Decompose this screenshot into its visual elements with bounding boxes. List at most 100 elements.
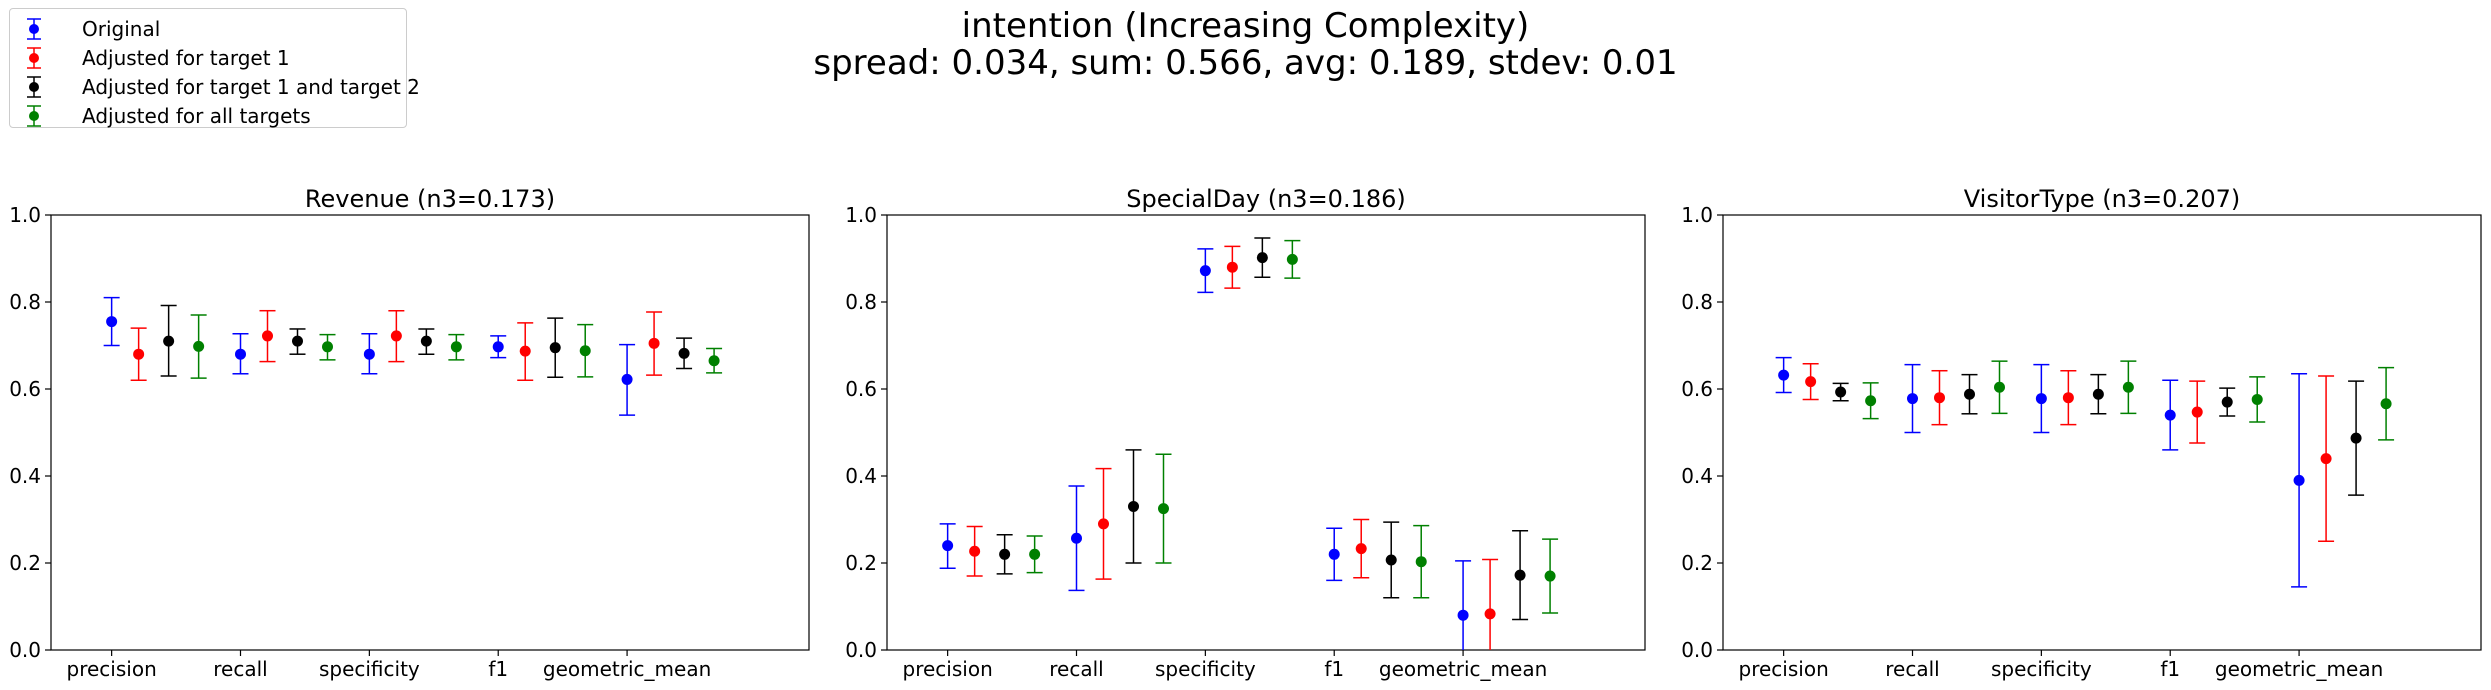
y-tick-label: 0.0 bbox=[9, 638, 41, 662]
x-tick-label: specificity bbox=[1991, 657, 2092, 681]
data-point bbox=[2251, 393, 2263, 405]
y-tick-label: 1.0 bbox=[845, 203, 877, 227]
legend-label-target-1-and-2: Adjusted for target 1 and target 2 bbox=[82, 75, 420, 99]
data-point bbox=[2293, 474, 2305, 486]
y-tick-label: 0.2 bbox=[9, 551, 41, 575]
x-tick-label: specificity bbox=[319, 657, 420, 681]
data-point bbox=[519, 345, 531, 357]
legend-label-all-targets: Adjusted for all targets bbox=[82, 104, 311, 128]
y-tick-label: 0.6 bbox=[1681, 377, 1713, 401]
data-point bbox=[2035, 393, 2047, 405]
data-point bbox=[2191, 406, 2203, 418]
series-group bbox=[103, 296, 723, 416]
data-point bbox=[163, 335, 175, 347]
y-tick-label: 0.6 bbox=[845, 377, 877, 401]
data-point bbox=[1835, 386, 1847, 398]
plot-frame bbox=[886, 214, 1646, 651]
legend-label-original: Original bbox=[82, 17, 161, 41]
data-point bbox=[1457, 609, 1469, 621]
data-point bbox=[549, 342, 561, 354]
data-point bbox=[1778, 369, 1790, 381]
data-point bbox=[1328, 548, 1340, 560]
chart-panel-2: SpecialDay (n3=0.186) 0.0 0.2 0.4 0.6 0.8 1.0 p… bbox=[845, 185, 1646, 681]
y-tick-label: 0.6 bbox=[9, 377, 41, 401]
data-point bbox=[1128, 500, 1139, 512]
data-point bbox=[2350, 432, 2362, 444]
data-point bbox=[2164, 409, 2176, 421]
data-point bbox=[708, 355, 720, 367]
x-tick-label: geometric_mean bbox=[2215, 657, 2383, 681]
y-tick-label: 0.4 bbox=[1681, 464, 1713, 488]
data-point bbox=[1907, 393, 1918, 405]
data-point bbox=[1029, 548, 1041, 560]
y-tick-label: 0.4 bbox=[9, 464, 41, 488]
data-point bbox=[390, 330, 402, 342]
data-point bbox=[1415, 556, 1427, 568]
data-point bbox=[492, 341, 504, 353]
series-group bbox=[1775, 356, 2395, 588]
legend-marker-target-1-and-2 bbox=[27, 76, 41, 98]
y-tick-label: 0.8 bbox=[845, 290, 877, 314]
data-point bbox=[106, 316, 118, 328]
data-point bbox=[1544, 570, 1556, 582]
legend-marker-original bbox=[27, 18, 41, 40]
data-point bbox=[969, 545, 981, 557]
data-point bbox=[1071, 532, 1082, 544]
data-point bbox=[2062, 392, 2074, 404]
x-tick-label: f1 bbox=[2160, 657, 2180, 681]
data-point bbox=[2380, 398, 2392, 410]
suptitle-line-2: spread: 0.034, sum: 0.566, avg: 0.189, s… bbox=[813, 43, 1678, 83]
chart-panel-3: VisitorType (n3=0.207) 0.0 0.2 0.4 0.6 0.8 1.0… bbox=[1681, 185, 2482, 681]
x-tick-label: precision bbox=[67, 657, 157, 681]
data-point bbox=[1256, 252, 1268, 264]
chart-title: VisitorType (n3=0.207) bbox=[1964, 185, 2240, 213]
y-tick-label: 0.2 bbox=[1681, 551, 1713, 575]
data-point bbox=[1385, 554, 1397, 566]
data-point bbox=[1865, 395, 1877, 407]
data-point bbox=[1514, 569, 1526, 581]
data-point bbox=[1199, 265, 1211, 277]
data-point bbox=[322, 341, 333, 353]
y-tick-label: 0.0 bbox=[1681, 638, 1713, 662]
x-tick-label: recall bbox=[213, 657, 267, 681]
x-tick-label: f1 bbox=[1324, 657, 1344, 681]
data-point bbox=[262, 330, 273, 342]
data-point bbox=[579, 345, 591, 357]
data-point bbox=[621, 373, 633, 385]
x-tick-label: recall bbox=[1049, 657, 1103, 681]
data-point bbox=[2221, 396, 2233, 408]
plot-frame bbox=[50, 214, 810, 651]
legend-marker-all-targets bbox=[27, 105, 41, 127]
y-tick-label: 0.8 bbox=[1681, 290, 1713, 314]
data-point bbox=[363, 348, 375, 360]
x-tick-label: f1 bbox=[488, 657, 508, 681]
data-point bbox=[678, 347, 690, 359]
chart-title: SpecialDay (n3=0.186) bbox=[1126, 185, 1406, 213]
data-point bbox=[235, 348, 246, 360]
data-point bbox=[1355, 543, 1367, 555]
y-tick-label: 0.0 bbox=[845, 638, 877, 662]
x-tick-label: precision bbox=[903, 657, 993, 681]
data-point bbox=[648, 337, 660, 349]
series-group bbox=[939, 237, 1559, 650]
x-tick-label: precision bbox=[1739, 657, 1829, 681]
data-point bbox=[450, 341, 462, 353]
plot-frame bbox=[1722, 214, 2482, 651]
data-point bbox=[193, 340, 205, 352]
chart-panel-1: Revenue (n3=0.173) 0.0 0.2 0.4 0.6 0.8 1.0 prec… bbox=[9, 185, 810, 681]
data-point bbox=[420, 335, 432, 347]
y-tick-label: 0.4 bbox=[845, 464, 877, 488]
data-point bbox=[2320, 453, 2332, 465]
legend: Original Adjusted for target 1 Adjusted … bbox=[9, 8, 420, 128]
x-tick-label: recall bbox=[1885, 657, 1939, 681]
data-point bbox=[1994, 381, 2005, 393]
data-point bbox=[1805, 376, 1817, 388]
legend-label-target-1: Adjusted for target 1 bbox=[82, 46, 290, 70]
data-point bbox=[1098, 518, 1109, 530]
legend-item-original: Original bbox=[20, 16, 400, 42]
data-point bbox=[292, 335, 303, 347]
data-point bbox=[1484, 608, 1496, 620]
data-point bbox=[1286, 253, 1298, 265]
data-point bbox=[1934, 392, 1945, 404]
